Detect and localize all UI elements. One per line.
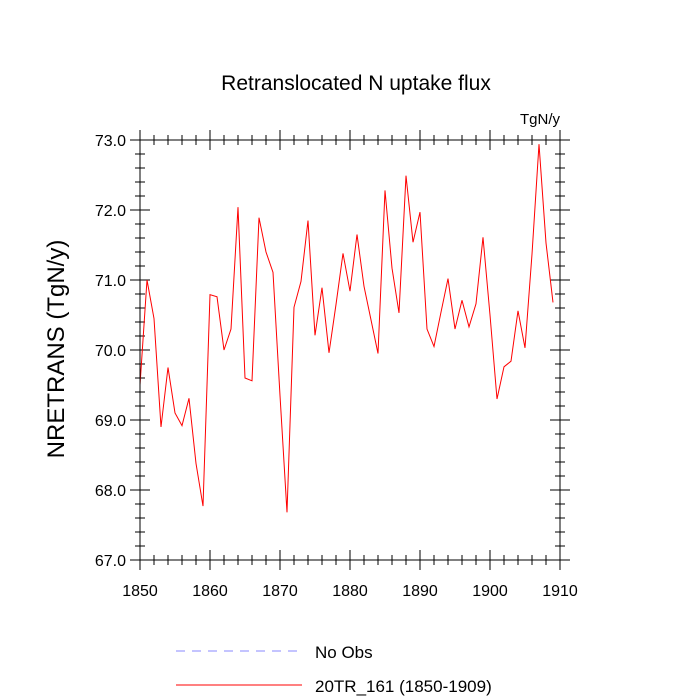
y-tick-label: 70.0 — [95, 343, 126, 360]
y-axis-label: NRETRANS (TgN/y) — [43, 240, 70, 459]
x-tick-label: 1880 — [332, 583, 368, 600]
major-ticks — [130, 130, 570, 570]
y-tick-label: 68.0 — [95, 483, 126, 500]
y-tick-label: 73.0 — [95, 133, 126, 150]
tick-labels: 67.0 68.0 69.0 70.0 71.0 72.0 73.0 1850 1860 1870… — [95, 133, 578, 600]
x-tick-label: 1860 — [192, 583, 228, 600]
x-tick-label: 1850 — [122, 583, 158, 600]
plot-frame — [139, 139, 561, 561]
x-tick-label: 1900 — [472, 583, 508, 600]
y-tick-label: 71.0 — [95, 273, 126, 290]
legend: No Obs 20TR_161 (1850-1909) — [176, 643, 492, 696]
legend-label-20tr: 20TR_161 (1850-1909) — [315, 677, 492, 696]
y-tick-label: 72.0 — [95, 203, 126, 220]
x-tick-label: 1910 — [542, 583, 578, 600]
units-label: TgN/y — [520, 111, 561, 128]
y-tick-label: 69.0 — [95, 413, 126, 430]
series-line — [139, 144, 554, 513]
x-tick-label: 1870 — [262, 583, 298, 600]
chart-title: Retranslocated N uptake flux — [221, 72, 491, 95]
series-layer — [139, 144, 554, 513]
minor-ticks — [135, 135, 565, 565]
x-tick-label: 1890 — [402, 583, 438, 600]
y-tick-label: 67.0 — [95, 553, 126, 570]
legend-label-no-obs: No Obs — [315, 643, 373, 662]
